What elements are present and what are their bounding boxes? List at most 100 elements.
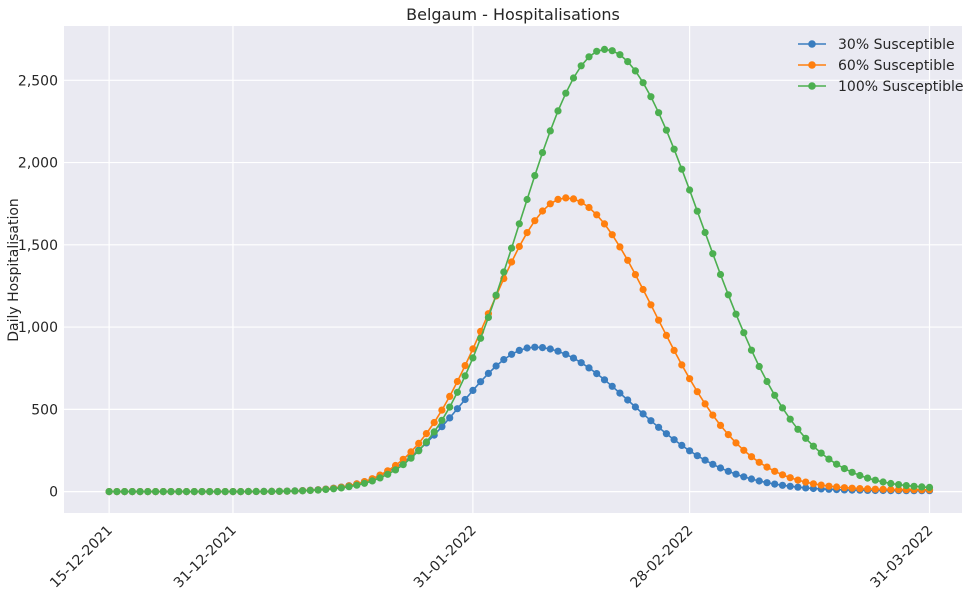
data-point <box>887 479 895 488</box>
data-point <box>221 488 229 496</box>
data-point <box>128 488 136 496</box>
data-point <box>291 487 299 495</box>
data-point <box>740 329 748 337</box>
data-point <box>825 482 833 490</box>
y-tick-label: 2,500 <box>18 73 58 89</box>
data-point <box>716 270 725 279</box>
data-point <box>492 362 500 370</box>
data-point <box>639 285 647 294</box>
data-point <box>786 474 794 482</box>
data-point <box>152 488 160 496</box>
data-point <box>500 356 508 364</box>
data-point <box>686 447 694 455</box>
data-point <box>577 359 585 367</box>
data-point <box>879 485 887 493</box>
data-point <box>422 438 430 446</box>
data-point <box>895 481 903 489</box>
data-point <box>484 313 492 321</box>
data-point <box>740 473 748 481</box>
data-point <box>446 403 454 411</box>
data-point <box>701 400 709 408</box>
y-tick-label: 1,500 <box>18 238 58 254</box>
data-point <box>113 488 121 496</box>
data-point <box>662 331 671 339</box>
data-point <box>206 488 214 496</box>
data-point <box>910 482 918 490</box>
data-point <box>918 483 926 491</box>
data-point <box>655 423 663 431</box>
data-point <box>895 486 903 494</box>
data-point <box>662 430 671 438</box>
data-point <box>662 126 671 134</box>
legend-marker <box>808 61 816 69</box>
data-point <box>802 434 810 442</box>
data-point <box>724 431 732 439</box>
data-point <box>577 62 585 70</box>
data-point <box>616 389 624 397</box>
x-tick-label: 31-01-2022 <box>411 523 480 591</box>
data-point <box>175 488 183 496</box>
data-point <box>461 362 469 370</box>
data-point <box>771 480 779 488</box>
data-point <box>794 476 802 484</box>
data-point <box>848 468 856 476</box>
data-point <box>840 465 849 473</box>
grid-lines <box>64 26 962 513</box>
data-point <box>678 361 686 369</box>
data-point <box>546 200 554 208</box>
data-point <box>848 484 856 492</box>
data-point <box>624 256 632 264</box>
x-tick-labels: 15-12-2021 31-12-2021 31-01-2022 28-02-2022… <box>47 523 936 591</box>
legend-marker <box>808 82 816 90</box>
data-point <box>608 47 616 55</box>
data-point <box>531 217 539 225</box>
data-point <box>802 478 810 486</box>
data-point <box>871 476 879 484</box>
data-point <box>600 220 609 228</box>
data-point <box>755 362 763 371</box>
data-point <box>709 460 717 468</box>
data-point <box>647 93 655 101</box>
data-point <box>538 149 547 157</box>
data-point <box>631 403 640 411</box>
data-point <box>469 386 477 394</box>
data-point <box>569 354 578 362</box>
data-point <box>585 203 593 212</box>
data-point <box>670 145 678 153</box>
data-point <box>438 416 446 424</box>
data-point <box>345 483 353 491</box>
data-point <box>159 488 167 496</box>
data-point <box>469 345 477 353</box>
data-point <box>523 195 531 204</box>
data-point <box>453 388 461 396</box>
data-point <box>593 370 601 378</box>
y-tick-labels: 0 500 1,000 1,500 2,000 2,500 <box>18 73 58 500</box>
data-point <box>508 258 516 266</box>
data-point <box>446 414 454 422</box>
data-point <box>631 67 640 75</box>
data-point <box>430 428 438 436</box>
data-point <box>538 207 547 215</box>
data-point <box>299 487 307 495</box>
x-tick-label: 31-03-2022 <box>867 523 936 591</box>
data-point <box>747 346 756 354</box>
data-point <box>701 456 709 464</box>
data-point <box>794 483 802 491</box>
data-point <box>461 395 469 404</box>
data-point <box>693 452 701 460</box>
data-point <box>399 455 407 463</box>
x-tick-label: 31-12-2021 <box>171 523 240 591</box>
data-point <box>755 477 763 485</box>
y-axis-label: Daily Hospitalisation <box>6 198 22 342</box>
data-point <box>438 406 446 414</box>
data-point <box>415 447 423 455</box>
data-point <box>856 471 864 480</box>
legend-label: 60% Susceptible <box>838 58 955 74</box>
data-point <box>608 231 616 239</box>
data-point <box>562 89 570 97</box>
data-point <box>508 244 516 252</box>
data-point <box>840 484 849 492</box>
data-point <box>422 430 430 438</box>
data-point <box>709 411 717 419</box>
legend-label: 100% Susceptible <box>838 79 964 95</box>
